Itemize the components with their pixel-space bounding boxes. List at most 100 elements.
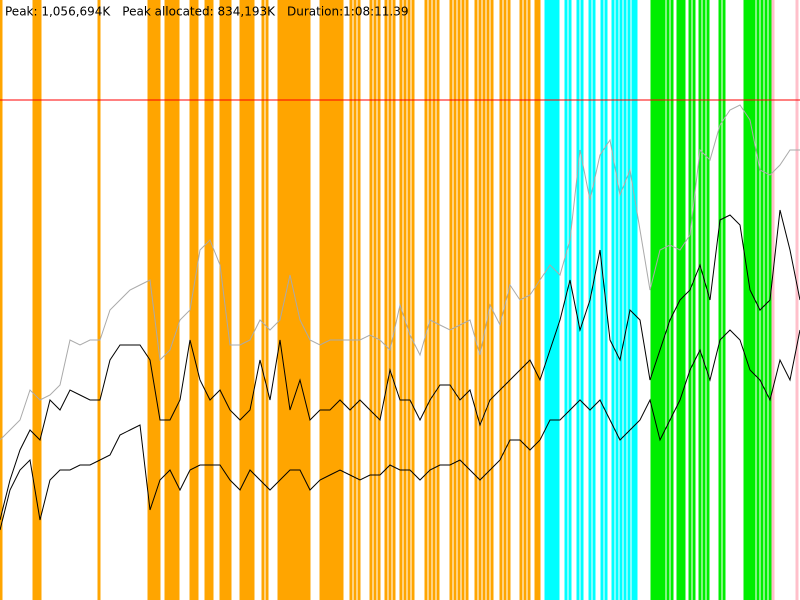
gc-event: [432, 0, 436, 600]
gc-event: [676, 0, 680, 600]
gc-event: [357, 0, 361, 600]
gc-event: [743, 0, 747, 600]
gc-event: [718, 0, 722, 600]
gc-event: [334, 0, 338, 600]
gc-event: [210, 0, 214, 600]
gc-event: [239, 0, 243, 600]
gc-event: [656, 0, 660, 600]
gc-event: [722, 0, 726, 600]
gc-event: [547, 0, 551, 600]
gc-event: [242, 0, 246, 600]
gc-event: [544, 0, 548, 600]
gc-event: [407, 0, 411, 600]
gc-event: [307, 0, 311, 600]
gc-event: [619, 0, 623, 600]
gc-event: [34, 0, 38, 600]
gc-event: [155, 0, 159, 600]
gc-event: [325, 0, 329, 600]
gc-event: [653, 0, 657, 600]
gc-event: [189, 0, 193, 600]
status-text: Duration:1:08:11.39: [287, 5, 409, 19]
gc-event: [490, 0, 494, 600]
gc-event: [153, 0, 157, 600]
gc-event: [702, 0, 706, 600]
gc-event: [248, 0, 252, 600]
gc-event: [251, 0, 255, 600]
gc-event: [537, 0, 541, 600]
gc-event: [682, 0, 686, 600]
gc-event: [167, 0, 171, 600]
gc-event: [328, 0, 332, 600]
gc-event: [453, 0, 457, 600]
gc-event: [384, 0, 388, 600]
gc-event: [301, 0, 305, 600]
gc-event: [634, 0, 638, 600]
gc-event: [650, 0, 654, 600]
gc-event: [298, 0, 302, 600]
gc-event: [486, 0, 490, 600]
gc-event: [349, 0, 353, 600]
gc-event: [340, 0, 344, 600]
gc-event: [534, 0, 538, 600]
gc-event: [706, 0, 710, 600]
gc-event: [322, 0, 326, 600]
gc-event: [304, 0, 308, 600]
gc-event: [403, 0, 407, 600]
gc-event: [670, 0, 674, 600]
memory-line: [0, 104, 800, 441]
gc-event: [465, 0, 469, 600]
gc-event: [228, 0, 232, 600]
gc-event: [523, 0, 527, 600]
gc-event: [749, 0, 753, 600]
gc-event: [286, 0, 290, 600]
gc-event: [436, 0, 440, 600]
gc-event: [688, 0, 692, 600]
gc-event: [373, 0, 377, 600]
gc-event: [377, 0, 381, 600]
status-text: Peak allocated: 834,193K: [122, 5, 276, 19]
gc-event: [507, 0, 511, 600]
gc-event: [611, 0, 615, 600]
gc-event: [592, 0, 596, 600]
gc-event: [280, 0, 284, 600]
gc-event: [631, 0, 635, 600]
gc-event: [482, 0, 486, 600]
memory-line: [0, 209, 800, 521]
gc-event: [580, 0, 584, 600]
gc-event: [261, 0, 265, 600]
gc-event: [149, 0, 153, 600]
gc-event: [164, 0, 168, 600]
gc-event: [698, 0, 702, 600]
gc-event: [760, 0, 764, 600]
gc-event: [0, 0, 3, 600]
gc-event: [474, 0, 478, 600]
gc-event: [292, 0, 296, 600]
gc-event: [627, 0, 631, 600]
gc-event: [195, 0, 199, 600]
gc-event: [295, 0, 299, 600]
gc-event: [795, 0, 799, 600]
gc-event: [752, 0, 756, 600]
gc-event: [553, 0, 557, 600]
gc-event: [399, 0, 403, 600]
gc-event: [289, 0, 293, 600]
gc-event: [659, 0, 663, 600]
gc-event: [36, 0, 40, 600]
gc-event: [388, 0, 392, 600]
gc-event: [369, 0, 373, 600]
gc-event: [331, 0, 335, 600]
gc-event: [245, 0, 249, 600]
gc-event: [32, 0, 36, 600]
gc-event: [457, 0, 461, 600]
gc-event: [503, 0, 507, 600]
gc-event: [527, 0, 531, 600]
gc-event: [319, 0, 323, 600]
gc-event: [679, 0, 683, 600]
gc-event: [666, 0, 670, 600]
gc-event: [756, 0, 760, 600]
gc-event: [173, 0, 177, 600]
gc-event: [428, 0, 432, 600]
status-text: Peak: 1,056,694K: [5, 5, 111, 19]
gc-event: [550, 0, 554, 600]
gc-event: [576, 0, 580, 600]
